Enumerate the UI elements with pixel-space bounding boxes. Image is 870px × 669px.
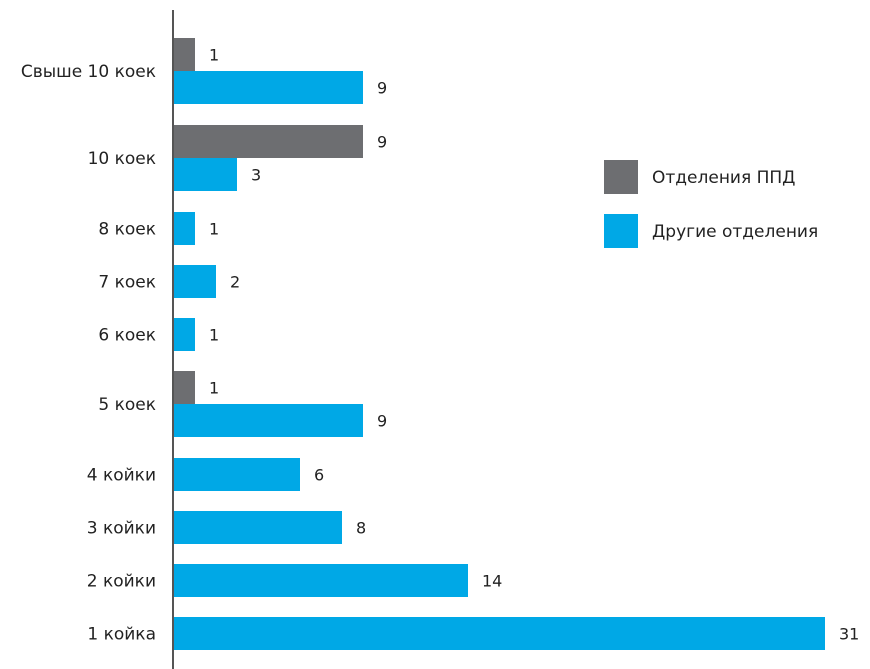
category-label: 5 коек — [98, 395, 156, 415]
category-label: 2 койки — [87, 572, 156, 592]
legend-swatch-other — [604, 214, 638, 248]
bar-ppd-0 — [174, 38, 195, 71]
category-label: Свыше 10 коек — [21, 62, 156, 82]
labels-group: 1 9 Свыше 10 коек 9 3 10 коек 1 8 коек 2 7 коек 1 6… — [21, 46, 860, 645]
data-label: 2 — [230, 273, 240, 292]
data-label: 1 — [209, 46, 219, 65]
data-label: 1 — [209, 326, 219, 345]
bar-other-0 — [174, 71, 363, 104]
data-label: 9 — [377, 133, 387, 152]
bar-other-9 — [174, 617, 825, 650]
category-label: 6 коек — [98, 326, 156, 346]
bar-other-7 — [174, 511, 342, 544]
data-label: 9 — [377, 79, 387, 98]
legend-swatch-ppd — [604, 160, 638, 194]
data-label: 31 — [839, 625, 859, 644]
legend-label-other: Другие отделения — [652, 222, 818, 242]
legend: Отделения ППД Другие отделения — [604, 160, 818, 248]
data-label: 6 — [314, 466, 324, 485]
bar-other-1 — [174, 158, 237, 191]
data-label: 1 — [209, 220, 219, 239]
data-label: 9 — [377, 412, 387, 431]
category-label: 8 коек — [98, 220, 156, 240]
bar-other-4 — [174, 318, 195, 351]
bars-group — [174, 38, 825, 650]
bar-other-8 — [174, 564, 468, 597]
data-label: 1 — [209, 379, 219, 398]
data-label: 3 — [251, 166, 261, 185]
bar-other-5 — [174, 404, 363, 437]
category-label: 7 коек — [98, 273, 156, 293]
data-label: 14 — [482, 572, 502, 591]
category-label: 4 койки — [87, 466, 156, 486]
category-label: 1 койка — [87, 625, 156, 645]
bar-other-2 — [174, 212, 195, 245]
bar-ppd-5 — [174, 371, 195, 404]
category-label: 3 койки — [87, 519, 156, 539]
bar-ppd-1 — [174, 125, 363, 158]
category-label: 10 коек — [88, 149, 156, 169]
bar-other-6 — [174, 458, 300, 491]
legend-label-ppd: Отделения ППД — [652, 168, 795, 188]
bar-other-3 — [174, 265, 216, 298]
data-label: 8 — [356, 519, 366, 538]
